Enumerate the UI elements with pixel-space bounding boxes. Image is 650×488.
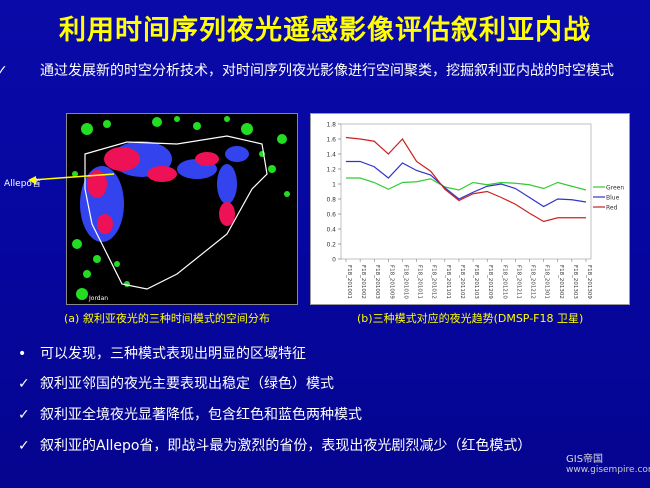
y-tick-label: 1.2 bbox=[326, 167, 336, 174]
bullet-3: ✓ 叙利亚全境夜光显著降低，包含红色和蓝色两种模式 bbox=[18, 406, 362, 425]
syria-night-light-map: Jordan bbox=[66, 113, 298, 305]
check-icon: ✓ bbox=[18, 438, 30, 454]
x-tick-label: F18_201012 bbox=[431, 265, 437, 299]
y-tick-label: 0.8 bbox=[326, 197, 336, 204]
x-tick-label: F18_201101 bbox=[445, 265, 451, 299]
x-tick-label: F18_201302 bbox=[558, 265, 564, 299]
trend-chart-svg: 0 0.2 0.4 0.6 0.8 1 1.2 1.4 1.6 1.8 F18_201001 F18_… bbox=[326, 122, 624, 300]
x-tick-label: F18_201103 bbox=[473, 265, 479, 299]
legend-label: Blue bbox=[606, 195, 620, 202]
y-tick-label: 0.4 bbox=[326, 227, 336, 234]
jordan-label: Jordan bbox=[88, 295, 108, 302]
x-tick-label: F18_201011 bbox=[417, 265, 423, 299]
bullet-1: • 可以发现，三种模式表现出明显的区域特征 bbox=[18, 345, 306, 364]
intro-bullet: ✓ 通过发展新的时空分析技术，对时间序列夜光影像进行空间聚类，挖掘叙利亚内战的时空… bbox=[0, 62, 640, 81]
x-tick-label: F18_201303 bbox=[572, 265, 578, 299]
x-tick-label: F18_201009 bbox=[388, 265, 394, 299]
bullet-2: ✓ 叙利亚邻国的夜光主要表现出稳定（绿色）模式 bbox=[18, 375, 334, 394]
check-icon: ✓ bbox=[18, 376, 30, 392]
bullet-1-text: 可以发现，三种模式表现出明显的区域特征 bbox=[40, 346, 306, 362]
x-tick-label: F18_201211 bbox=[515, 265, 521, 299]
map-graphic: Jordan bbox=[67, 114, 297, 304]
plot-area bbox=[340, 123, 592, 260]
y-tick-label: 1.4 bbox=[326, 152, 336, 159]
allepo-arrow bbox=[28, 173, 115, 184]
series-line-green bbox=[346, 177, 587, 191]
y-tick-label: 1 bbox=[332, 182, 336, 189]
x-tick-label: F18_201309 bbox=[586, 265, 592, 299]
x-tick-label: F18_201002 bbox=[360, 265, 366, 299]
x-tick-label: F18_201212 bbox=[530, 265, 536, 299]
bullet-4-text: 叙利亚的Allepo省，即战斗最为激烈的省份，表现出夜光剧烈减少（红色模式） bbox=[40, 438, 532, 454]
bullet-2-text: 叙利亚邻国的夜光主要表现出稳定（绿色）模式 bbox=[40, 376, 334, 392]
map-caption: (a) 叙利亚夜光的三种时间模式的空间分布 bbox=[64, 312, 270, 325]
x-tick-label: F18_201010 bbox=[402, 265, 408, 299]
bullet-4: ✓ 叙利亚的Allepo省，即战斗最为激烈的省份，表现出夜光剧烈减少（红色模式） bbox=[18, 437, 531, 456]
series-line-red bbox=[345, 136, 586, 223]
dot-icon: • bbox=[18, 346, 27, 362]
y-tick-label: 0.2 bbox=[326, 242, 336, 249]
x-tick-label: F18_201209 bbox=[487, 265, 493, 299]
watermark-url: www.gisempire.com bbox=[566, 465, 650, 475]
slide-title: 利用时间序列夜光遥感影像评估叙利亚内战 bbox=[59, 15, 591, 46]
x-tick-label: F18_201210 bbox=[501, 265, 507, 299]
y-tick-label: 1.6 bbox=[326, 137, 336, 144]
x-tick-label: F18_201301 bbox=[544, 265, 550, 299]
y-tick-label: 1.8 bbox=[326, 122, 336, 129]
intro-text: 通过发展新的时空分析技术，对时间序列夜光影像进行空间聚类，挖掘叙利亚内战的时空模… bbox=[40, 63, 614, 79]
red-pattern-area bbox=[87, 147, 235, 234]
chart-caption: (b)三种模式对应的夜光趋势(DMSP-F18 卫星) bbox=[357, 312, 584, 325]
legend-label: Green bbox=[606, 185, 624, 192]
x-tick-label: F18_201001 bbox=[346, 265, 352, 299]
x-tick-label: F18_201003 bbox=[374, 265, 380, 299]
y-tick-label: 0.6 bbox=[326, 212, 336, 219]
syria-border bbox=[84, 135, 268, 290]
watermark-logo: GIS帝国 bbox=[566, 454, 604, 465]
allepo-label: Allepo省 bbox=[4, 179, 41, 189]
legend-label: Red bbox=[606, 205, 618, 212]
y-tick-label: 0 bbox=[332, 257, 336, 264]
trend-chart: 0 0.2 0.4 0.6 0.8 1 1.2 1.4 1.6 1.8 F18_201001 F18_… bbox=[310, 113, 630, 305]
stable-pattern-area bbox=[72, 116, 290, 300]
bullet-3-text: 叙利亚全境夜光显著降低，包含红色和蓝色两种模式 bbox=[40, 407, 362, 423]
x-tick-label: F18_201102 bbox=[459, 265, 465, 299]
check-icon: ✓ bbox=[0, 63, 8, 79]
check-icon: ✓ bbox=[18, 407, 30, 423]
series-line-blue bbox=[346, 160, 587, 208]
